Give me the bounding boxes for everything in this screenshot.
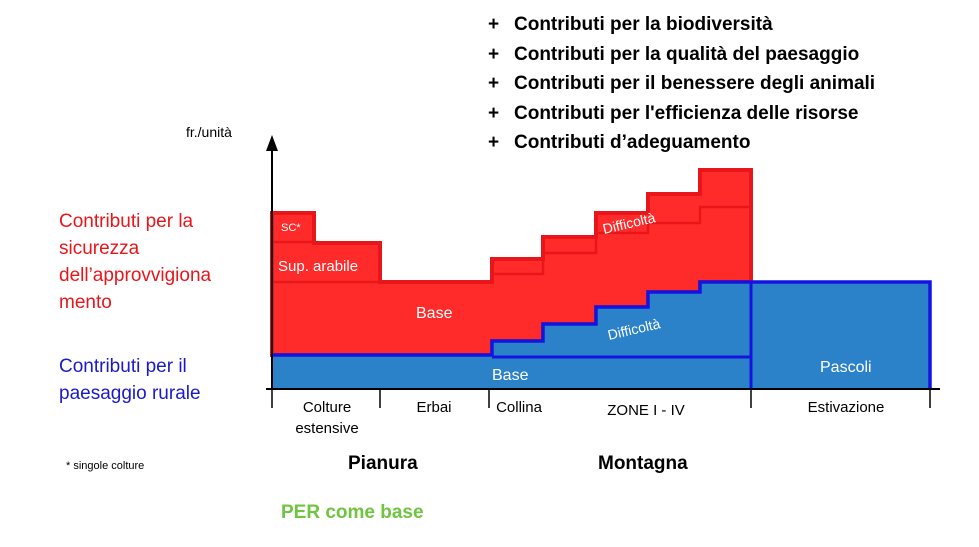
arable-label: Sup. arabile bbox=[278, 258, 358, 275]
blue-base-label: Base bbox=[492, 367, 529, 384]
region-plain-label: Pianura bbox=[348, 453, 418, 474]
list-item-landscape-quality: + Contributi per la qualità del paesaggio bbox=[488, 43, 860, 65]
footnote: * singole colture bbox=[66, 460, 145, 472]
per-base-label: PER come base bbox=[281, 502, 424, 523]
pastures-label: Pascoli bbox=[820, 359, 872, 376]
list-item-adjustment: + Contributi d’adeguamento bbox=[488, 132, 751, 153]
region-mountain-label: Montagna bbox=[598, 453, 688, 474]
rural-landscape-label: Contributi per il paesaggio rurale bbox=[59, 356, 201, 404]
x-category-erbai: Erbai bbox=[416, 399, 451, 416]
sc-label: SC* bbox=[281, 222, 301, 234]
x-category-colture-line1: Colture bbox=[303, 399, 351, 416]
x-category-colture-line2: estensive bbox=[295, 420, 358, 437]
y-axis-arrow bbox=[266, 135, 278, 151]
security-supply-label: Contributi per la sicurezza dell’approvv… bbox=[59, 211, 212, 313]
y-axis-label: fr./unità bbox=[186, 124, 232, 140]
blue-edge-line bbox=[272, 280, 932, 389]
x-category-estivazione: Estivazione bbox=[808, 399, 885, 416]
additional-contributions-list: + Contributi per la biodiversità + Contrib… bbox=[488, 10, 875, 158]
red-step-line-difficulty bbox=[490, 205, 751, 282]
x-category-collina: Collina bbox=[496, 399, 543, 416]
red-base-label: Base bbox=[416, 305, 453, 322]
list-item-resource-efficiency: + Contributi per l'efficienza delle risor… bbox=[488, 102, 859, 124]
list-item-animal-welfare: + Contributi per il benessere degli anima… bbox=[488, 73, 876, 94]
blue-rural-area bbox=[272, 282, 930, 389]
x-category-zone: ZONE I - IV bbox=[607, 402, 685, 419]
list-item-biodiversity: + Contributi per la biodiversità bbox=[488, 14, 773, 35]
